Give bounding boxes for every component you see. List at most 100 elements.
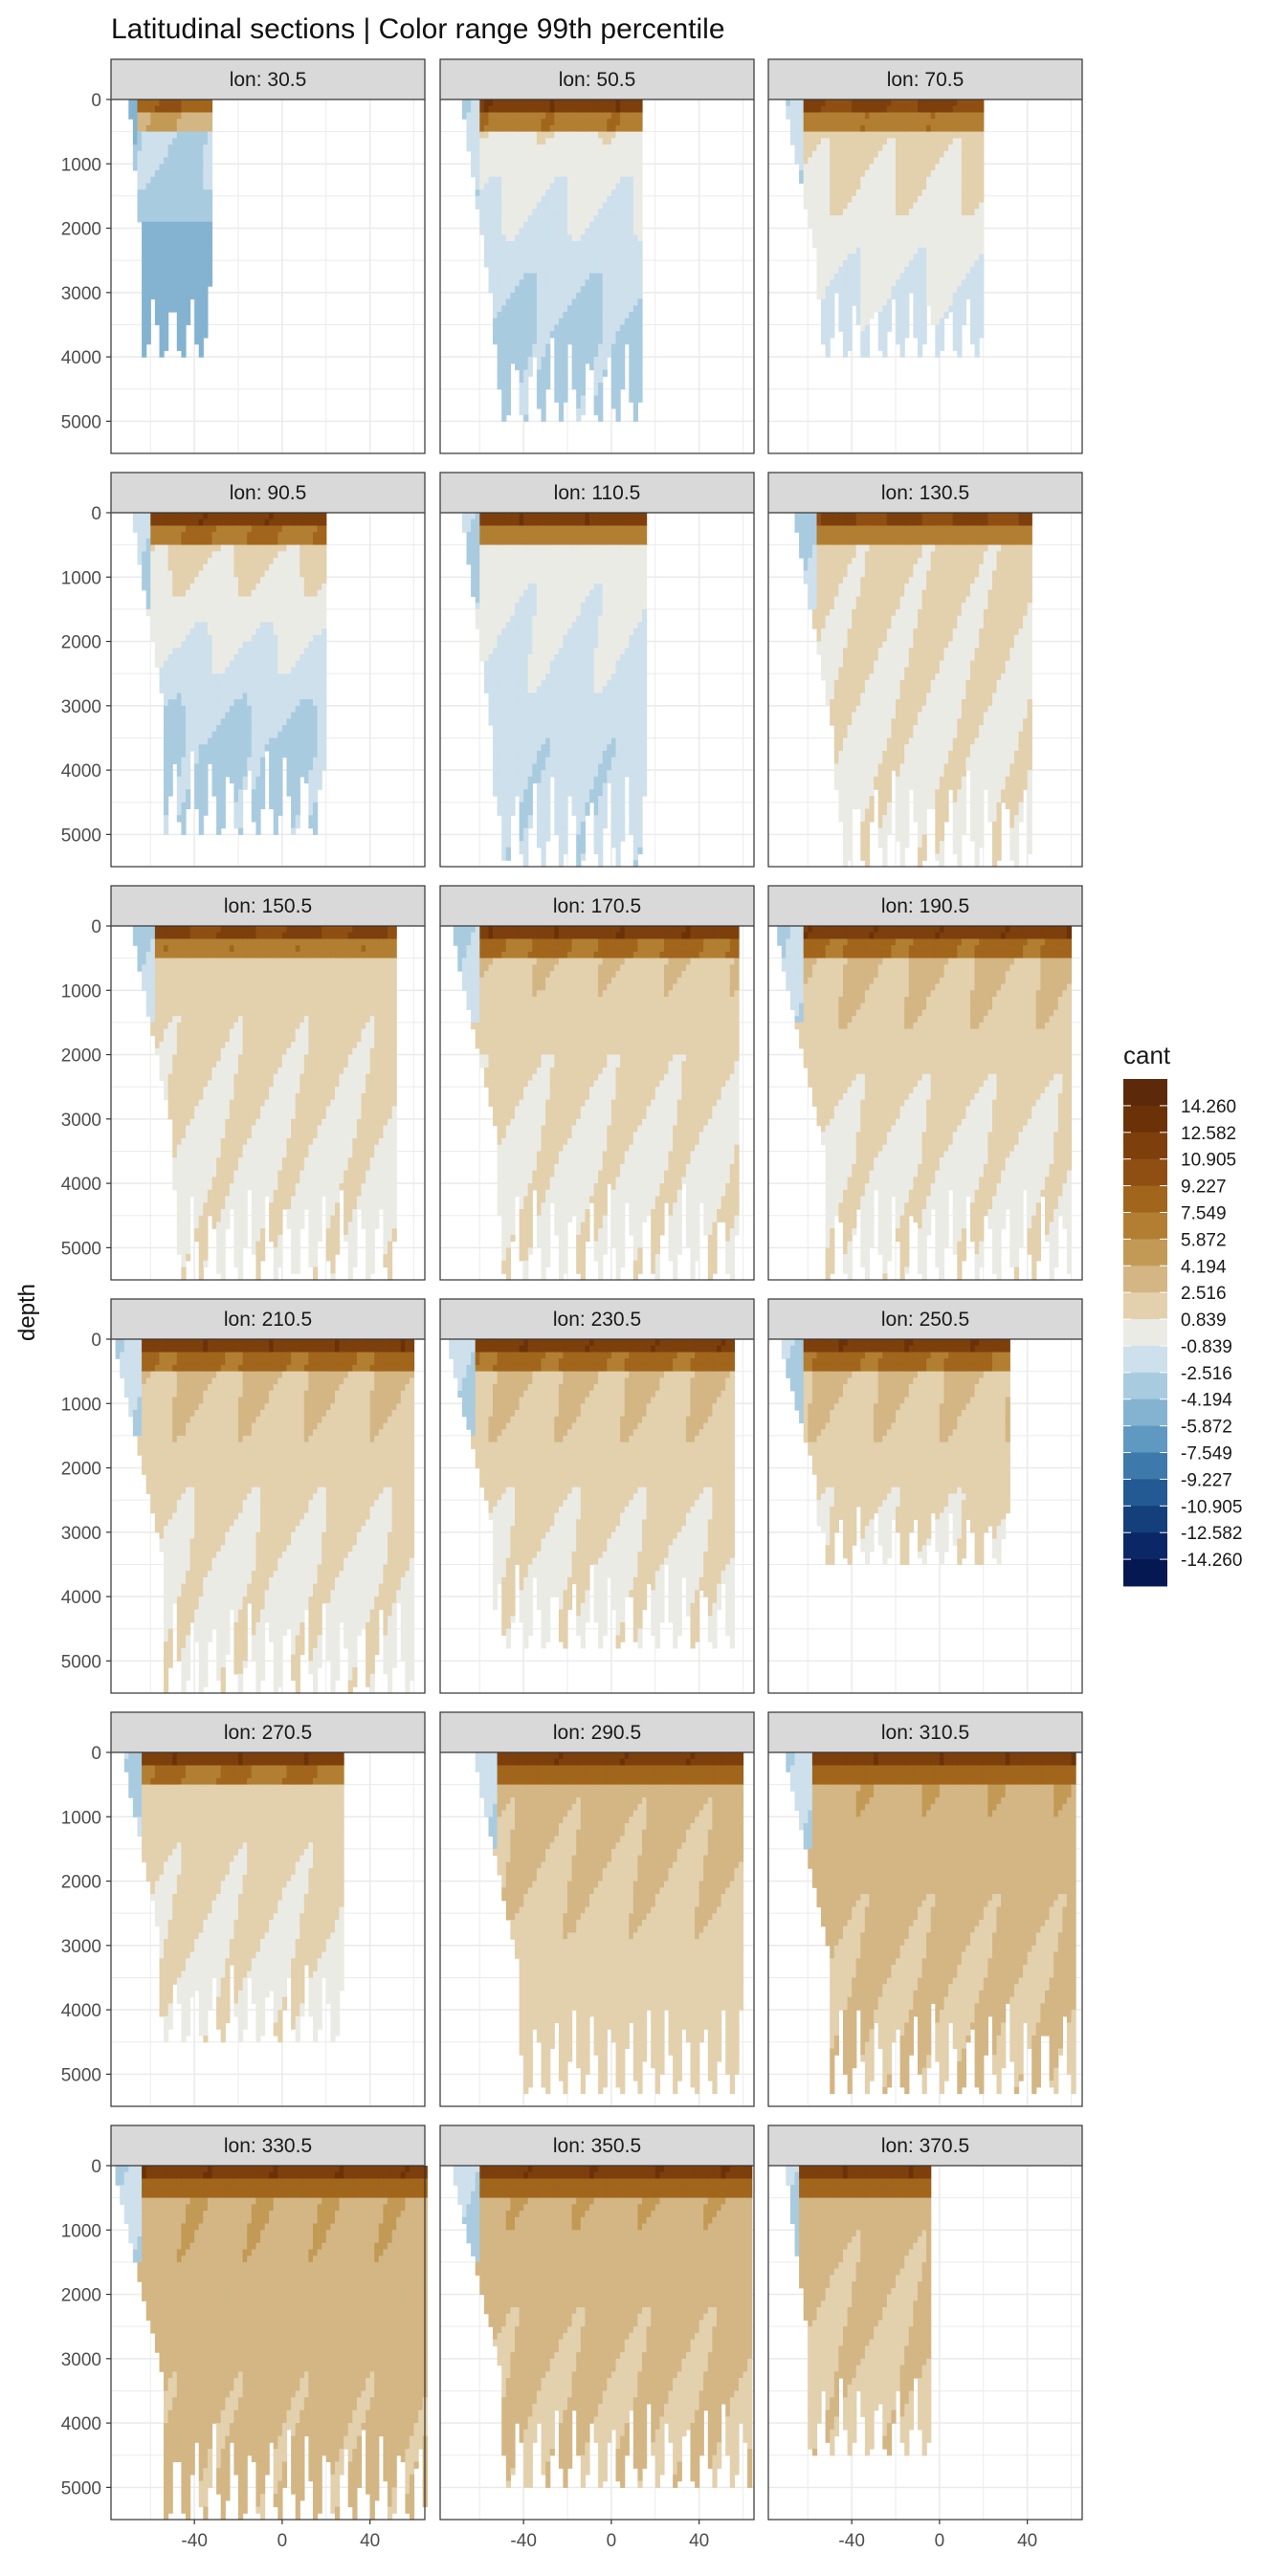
legend-label: -5.872 [1181,1418,1232,1438]
facet-label: lon: 210.5 [224,1309,312,1331]
legend-swatch [1123,1532,1167,1559]
legend-swatch [1123,1559,1167,1586]
legend-label: -0.839 [1181,1337,1232,1357]
legend-label: 2.516 [1181,1284,1227,1304]
legend-title: cant [1123,1041,1171,1069]
legend-swatch [1123,1133,1167,1159]
facet-label: lon: 230.5 [553,1309,641,1331]
y-tick-label: 4000 [61,761,101,782]
legend-label: -9.227 [1181,1470,1232,1490]
y-tick-label: 4000 [61,2001,101,2021]
legend-swatch [1123,1079,1167,1106]
y-axis-label: depth [14,1284,40,1341]
legend-label: 14.260 [1181,1097,1236,1117]
y-tick-label: 5000 [61,412,101,432]
y-tick-label: 0 [91,917,101,937]
facet-panel: lon: 50.5 [440,59,754,453]
y-tick-label: 3000 [61,1937,101,1957]
y-tick-label: 2000 [61,633,101,653]
y-tick-label: 5000 [61,2478,101,2499]
x-tick-label: 0 [935,2531,945,2551]
facet-label: lon: 310.5 [881,1722,969,1744]
y-tick-label: 1000 [61,568,101,588]
facet-label: lon: 330.5 [224,2135,312,2157]
legend-swatch [1123,1266,1167,1292]
y-tick-label: 1000 [61,1395,101,1415]
legend-swatch [1123,1213,1167,1240]
facet-panel: lon: 250.5 [768,1299,1082,1693]
y-tick-label: 5000 [61,826,101,846]
y-tick-label: 3000 [61,2350,101,2370]
y-tick-label: 0 [91,91,101,111]
legend-swatch [1123,1292,1167,1319]
x-tick-label: -40 [838,2531,864,2551]
legend-swatch [1123,1479,1167,1506]
x-tick-label: 40 [360,2531,380,2551]
facet-label: lon: 90.5 [230,482,307,504]
legend-swatch [1123,1453,1167,1480]
x-tick-label: 40 [1017,2531,1037,2551]
y-tick-label: 3000 [61,697,101,717]
facet-panel: lon: 90.5 0 1000 2000 3000 4000 5000 [61,473,425,867]
y-tick-label: 0 [91,2157,101,2177]
facet-label: lon: 130.5 [881,482,969,504]
chart-title: Latitudinal sections | Color range 99th … [111,13,725,45]
legend-label: 7.549 [1181,1203,1227,1223]
y-tick-label: 2000 [61,2286,101,2306]
y-tick-label: 3000 [61,284,101,304]
facet-label: lon: 150.5 [224,895,312,917]
facet-panel: lon: 190.5 [768,886,1082,1281]
y-tick-label: 0 [91,504,101,524]
x-tick-label: 0 [277,2531,288,2551]
y-tick-label: 4000 [61,2414,101,2434]
facet-label: lon: 270.5 [224,1722,312,1744]
legend-label: -7.549 [1181,1444,1232,1464]
facet-panel: lon: 290.5 [440,1712,754,2106]
y-tick-label: 3000 [61,1524,101,1544]
legend-swatch [1123,1346,1167,1373]
y-tick-label: 4000 [61,348,101,368]
x-tick-label: 0 [607,2531,617,2551]
legend-label: 0.839 [1181,1310,1227,1331]
facet-label: lon: 50.5 [559,69,636,91]
legend-label: 5.872 [1181,1230,1227,1250]
facet-panel: lon: 110.5 [440,473,754,868]
legend-label: -14.260 [1181,1551,1242,1571]
x-tick-label: -40 [510,2531,536,2551]
legend-label: 10.905 [1181,1151,1236,1171]
legend-swatch [1123,1319,1167,1346]
legend-label: 9.227 [1181,1178,1227,1198]
legend-label: 4.194 [1181,1257,1227,1277]
facet-panel: lon: 170.5 [440,886,754,1281]
legend-swatch [1123,1239,1167,1266]
facet-label: lon: 110.5 [554,482,641,504]
y-tick-label: 2000 [61,1873,101,1893]
y-tick-label: 1000 [61,1808,101,1828]
facet-label: lon: 70.5 [887,69,964,91]
legend-swatch [1123,1399,1167,1426]
y-tick-label: 1000 [61,981,101,1002]
y-tick-label: 2000 [61,1460,101,1480]
y-tick-label: 2000 [61,1046,101,1067]
facet-label: lon: 290.5 [553,1722,641,1744]
facet-label: lon: 250.5 [881,1309,969,1331]
x-tick-label: -40 [181,2531,207,2551]
y-tick-label: 1000 [61,155,101,175]
legend-swatch [1123,1106,1167,1133]
legend-swatch [1123,1426,1167,1453]
facet-label: lon: 170.5 [553,895,641,917]
facet-label: lon: 350.5 [553,2135,641,2157]
y-tick-label: 5000 [61,1239,101,1259]
y-tick-label: 4000 [61,1588,101,1608]
y-tick-label: 0 [91,1331,101,1351]
facet-panel: lon: 130.5 [768,473,1082,868]
legend-label: 12.582 [1181,1124,1236,1144]
facet-label: lon: 190.5 [881,895,969,917]
legend-swatch [1123,1373,1167,1399]
